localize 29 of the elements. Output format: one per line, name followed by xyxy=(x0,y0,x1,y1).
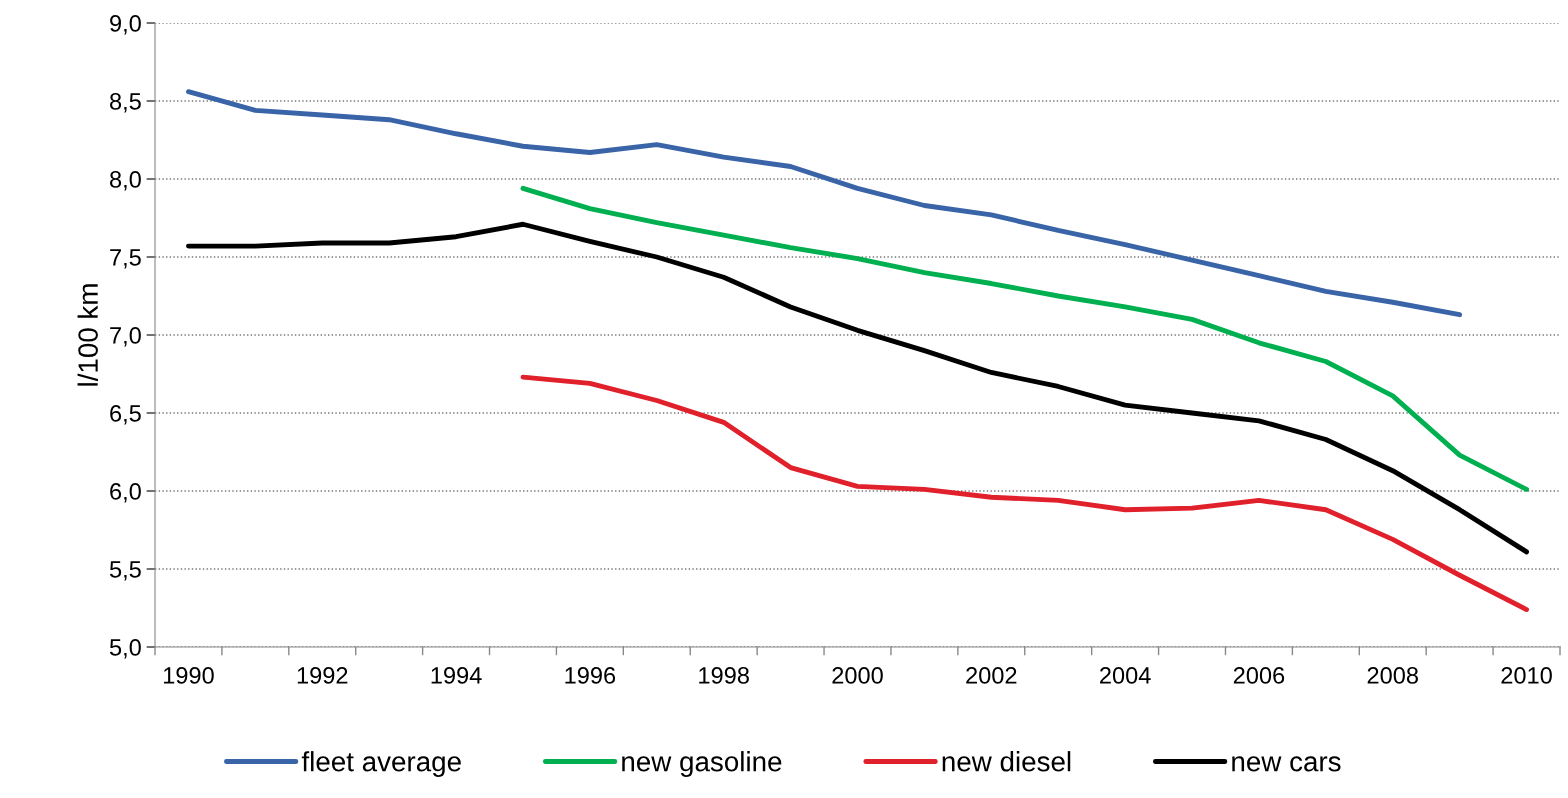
x-tick-label: 2000 xyxy=(832,667,883,684)
legend-label: fleet average xyxy=(301,751,461,777)
x-tick-label: 1996 xyxy=(565,667,616,684)
x-tick-label: 2008 xyxy=(1367,667,1418,684)
x-tick-label: 1998 xyxy=(699,667,749,684)
y-tick-label: 8,0 xyxy=(110,171,141,191)
legend-label: new gasoline xyxy=(622,751,782,777)
line-series xyxy=(520,374,1529,612)
y-tick-label: 7,5 xyxy=(110,249,141,269)
y-tick-label: 6,0 xyxy=(110,483,141,503)
y-axis-title: l/100 km xyxy=(77,284,98,386)
y-tick-label: 7,0 xyxy=(110,327,141,347)
line-series xyxy=(186,89,1463,318)
legend-label: new diesel xyxy=(942,751,1071,772)
y-tick-label: 9,0 xyxy=(110,15,141,35)
y-tick-label: 6,5 xyxy=(110,405,141,425)
line-series xyxy=(186,221,1529,555)
x-tick-label: 2006 xyxy=(1233,667,1285,684)
y-tick-label: 5,0 xyxy=(109,639,141,659)
x-tick-label: 2004 xyxy=(1100,667,1151,684)
x-tick-label: 1990 xyxy=(163,667,214,684)
x-tick-label: 1992 xyxy=(297,667,348,684)
line-series xyxy=(520,185,1529,492)
x-tick-label: 2010 xyxy=(1501,667,1552,684)
y-tick-label: 8,5 xyxy=(110,93,141,113)
legend-label: new cars xyxy=(1232,756,1341,772)
x-tick-label: 1994 xyxy=(431,667,482,684)
y-tick-label: 5,5 xyxy=(109,561,141,581)
x-tick-label: 2002 xyxy=(966,667,1017,684)
